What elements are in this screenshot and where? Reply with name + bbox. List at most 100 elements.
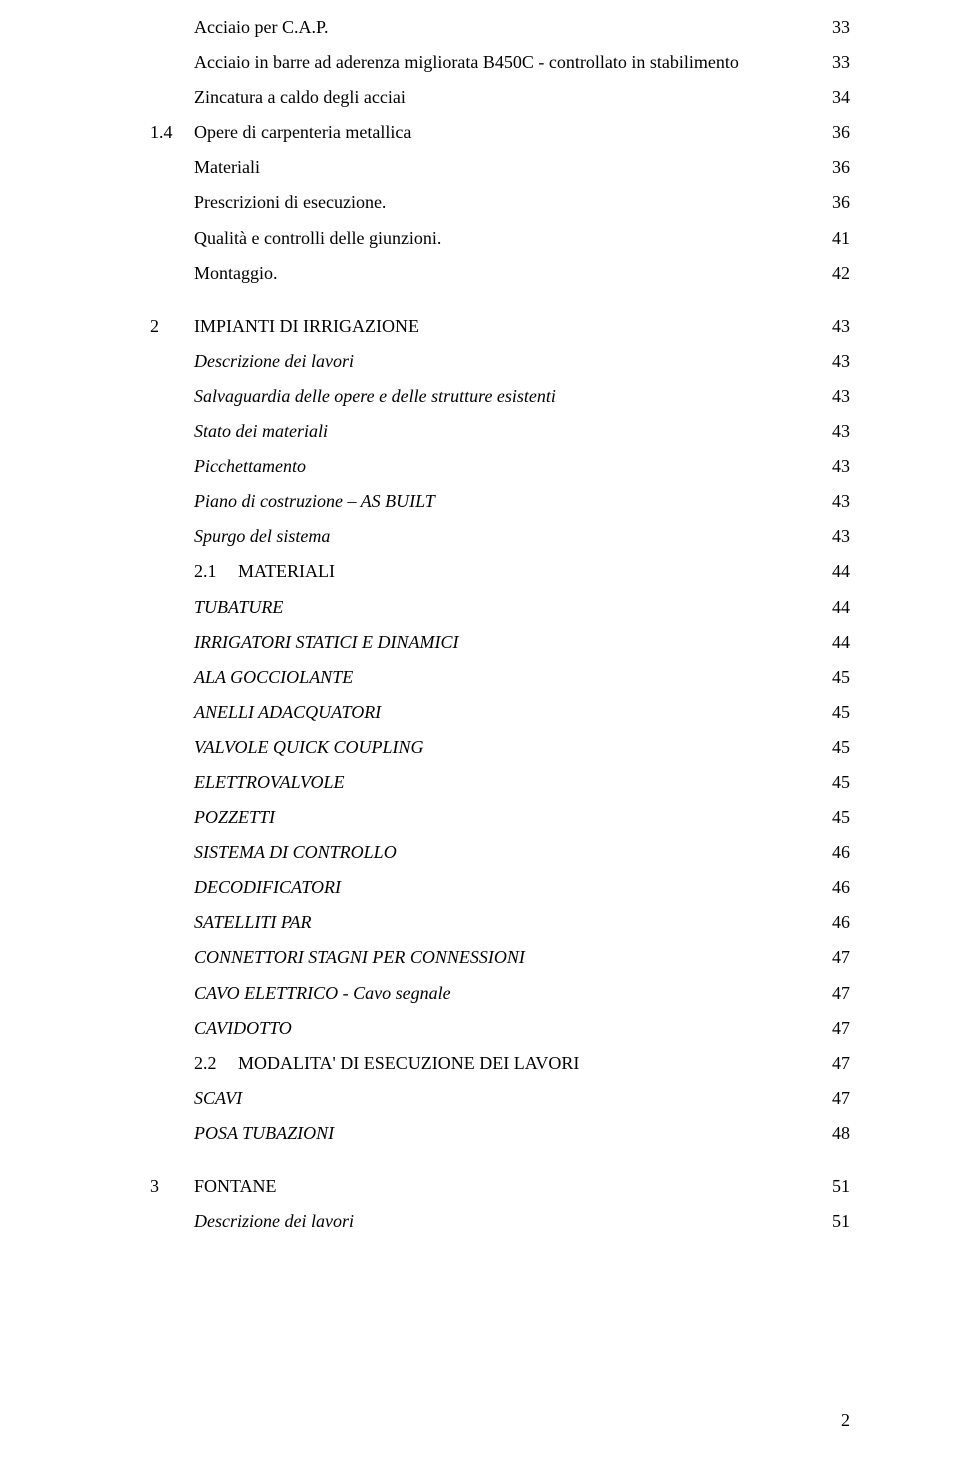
toc-s2-item-0-label: Descrizione dei lavori [194, 344, 822, 379]
toc-s2-item-10-page: 45 [822, 695, 850, 730]
toc-s2-item-9: ALA GOCCIOLANTE45 [150, 660, 850, 695]
toc-s2-item-22-label: POSA TUBAZIONI [194, 1116, 822, 1151]
toc-line-3: 1.4Opere di carpenteria metallica36 [150, 115, 850, 150]
toc-section2-heading-label: 2IMPIANTI DI IRRIGAZIONE [150, 309, 822, 344]
toc-line-4: Materiali36 [150, 150, 850, 185]
toc-s3-item-0-label: Descrizione dei lavori [194, 1204, 822, 1239]
toc-s2-item-4-page: 43 [822, 484, 850, 519]
toc-s2-item-6-text: MATERIALI [238, 561, 335, 581]
toc-section2-heading: 2IMPIANTI DI IRRIGAZIONE43 [150, 309, 850, 344]
toc-s2-item-8-label: IRRIGATORI STATICI E DINAMICI [194, 625, 822, 660]
toc-line-0-label: Acciaio per C.A.P. [194, 10, 822, 45]
toc-line-3-page: 36 [822, 115, 850, 150]
toc-line-5-page: 36 [822, 185, 850, 220]
toc-s2-item-10: ANELLI ADACQUATORI45 [150, 695, 850, 730]
toc-line-2-page: 34 [822, 80, 850, 115]
toc-s2-item-3-label: Picchettamento [194, 449, 822, 484]
toc-section-2: 2IMPIANTI DI IRRIGAZIONE43Descrizione de… [150, 309, 850, 1151]
toc-line-1: Acciaio in barre ad aderenza migliorata … [150, 45, 850, 80]
toc-s2-item-5-label: Spurgo del sistema [194, 519, 822, 554]
toc-s2-item-15: DECODIFICATORI46 [150, 870, 850, 905]
toc-s2-item-4: Piano di costruzione – AS BUILT43 [150, 484, 850, 519]
toc-line-7: Montaggio.42 [150, 256, 850, 291]
toc-s2-item-8-page: 44 [822, 625, 850, 660]
toc-s2-item-20-page: 47 [822, 1046, 850, 1081]
toc-section3-heading-text: FONTANE [194, 1176, 277, 1196]
gap [150, 291, 850, 309]
toc-s2-item-12-label: ELETTROVALVOLE [194, 765, 822, 800]
toc-s2-item-11-page: 45 [822, 730, 850, 765]
toc-s2-item-5-page: 43 [822, 519, 850, 554]
toc-line-6-page: 41 [822, 221, 850, 256]
toc-s2-item-3-page: 43 [822, 449, 850, 484]
toc-line-5: Prescrizioni di esecuzione.36 [150, 185, 850, 220]
toc-s2-item-1-page: 43 [822, 379, 850, 414]
toc-s2-item-12-page: 45 [822, 765, 850, 800]
toc-s2-item-13-page: 45 [822, 800, 850, 835]
toc-s2-item-14: SISTEMA DI CONTROLLO46 [150, 835, 850, 870]
toc-s2-item-16: SATELLITI PAR46 [150, 905, 850, 940]
toc-s2-item-0-page: 43 [822, 344, 850, 379]
toc-s2-item-14-page: 46 [822, 835, 850, 870]
toc-section3-heading-label: 3FONTANE [150, 1169, 822, 1204]
toc-s2-item-7-page: 44 [822, 590, 850, 625]
toc-line-0-page: 33 [822, 10, 850, 45]
toc-s2-item-22-page: 48 [822, 1116, 850, 1151]
toc-s2-item-12: ELETTROVALVOLE45 [150, 765, 850, 800]
toc-line-1-page: 33 [822, 45, 850, 80]
toc-line-7-label: Montaggio. [194, 256, 822, 291]
toc-s2-item-20-text: MODALITA' DI ESECUZIONE DEI LAVORI [238, 1053, 579, 1073]
toc-block-1: Acciaio per C.A.P.33Acciaio in barre ad … [150, 10, 850, 291]
toc-s2-item-6-prefix: 2.1 [194, 554, 238, 589]
toc-s2-item-22: POSA TUBAZIONI48 [150, 1116, 850, 1151]
toc-line-4-page: 36 [822, 150, 850, 185]
toc-s2-item-21-page: 47 [822, 1081, 850, 1116]
toc-s2-item-10-label: ANELLI ADACQUATORI [194, 695, 822, 730]
toc-section3-heading-prefix: 3 [150, 1169, 194, 1204]
toc-s2-item-7: TUBATURE44 [150, 590, 850, 625]
toc-line-5-label: Prescrizioni di esecuzione. [194, 185, 822, 220]
toc-s2-item-17-label: CONNETTORI STAGNI PER CONNESSIONI [194, 940, 822, 975]
toc-s2-item-5: Spurgo del sistema43 [150, 519, 850, 554]
toc-section2-heading-text: IMPIANTI DI IRRIGAZIONE [194, 316, 419, 336]
toc-line-2-label: Zincatura a caldo degli acciai [194, 80, 822, 115]
toc-s2-item-7-label: TUBATURE [194, 590, 822, 625]
toc-s2-item-2-label: Stato dei materiali [194, 414, 822, 449]
toc-line-3-label: 1.4Opere di carpenteria metallica [150, 115, 822, 150]
toc-s2-item-13: POZZETTI45 [150, 800, 850, 835]
toc-s2-item-19-label: CAVIDOTTO [194, 1011, 822, 1046]
toc-s2-item-8: IRRIGATORI STATICI E DINAMICI44 [150, 625, 850, 660]
toc-section2-heading-page: 43 [822, 309, 850, 344]
toc-s2-item-19-page: 47 [822, 1011, 850, 1046]
toc-s2-item-0: Descrizione dei lavori43 [150, 344, 850, 379]
toc-s2-item-20: 2.2MODALITA' DI ESECUZIONE DEI LAVORI47 [150, 1046, 850, 1081]
toc-s2-item-16-page: 46 [822, 905, 850, 940]
page-number: 2 [841, 1403, 850, 1438]
toc-s2-item-15-label: DECODIFICATORI [194, 870, 822, 905]
toc-s2-item-18-page: 47 [822, 976, 850, 1011]
toc-section3-heading: 3FONTANE51 [150, 1169, 850, 1204]
toc-s2-item-13-label: POZZETTI [194, 800, 822, 835]
toc-section-3: 3FONTANE51Descrizione dei lavori51 [150, 1169, 850, 1239]
toc-section3-heading-page: 51 [822, 1169, 850, 1204]
toc-line-1-label: Acciaio in barre ad aderenza migliorata … [194, 45, 822, 80]
toc-s2-item-14-label: SISTEMA DI CONTROLLO [194, 835, 822, 870]
toc-s2-item-1: Salvaguardia delle opere e delle struttu… [150, 379, 850, 414]
toc-line-6-label: Qualità e controlli delle giunzioni. [194, 221, 822, 256]
toc-s2-item-16-label: SATELLITI PAR [194, 905, 822, 940]
toc-s2-item-21-label: SCAVI [194, 1081, 822, 1116]
toc-s2-item-6-page: 44 [822, 554, 850, 589]
toc-s2-item-11-label: VALVOLE QUICK COUPLING [194, 730, 822, 765]
toc-s3-item-0: Descrizione dei lavori51 [150, 1204, 850, 1239]
toc-line-0: Acciaio per C.A.P.33 [150, 10, 850, 45]
toc-s2-item-20-label: 2.2MODALITA' DI ESECUZIONE DEI LAVORI [194, 1046, 822, 1081]
toc-line-3-prefix: 1.4 [150, 115, 194, 150]
toc-s2-item-4-label: Piano di costruzione – AS BUILT [194, 484, 822, 519]
toc-s2-item-6: 2.1MATERIALI 44 [150, 554, 850, 589]
toc-s2-item-18-label: CAVO ELETTRICO - Cavo segnale [194, 976, 822, 1011]
toc-s2-item-20-prefix: 2.2 [194, 1046, 238, 1081]
toc-s2-item-17-page: 47 [822, 940, 850, 975]
toc-s2-item-1-label: Salvaguardia delle opere e delle struttu… [194, 379, 822, 414]
toc-s2-item-9-label: ALA GOCCIOLANTE [194, 660, 822, 695]
toc-line-4-label: Materiali [194, 150, 822, 185]
